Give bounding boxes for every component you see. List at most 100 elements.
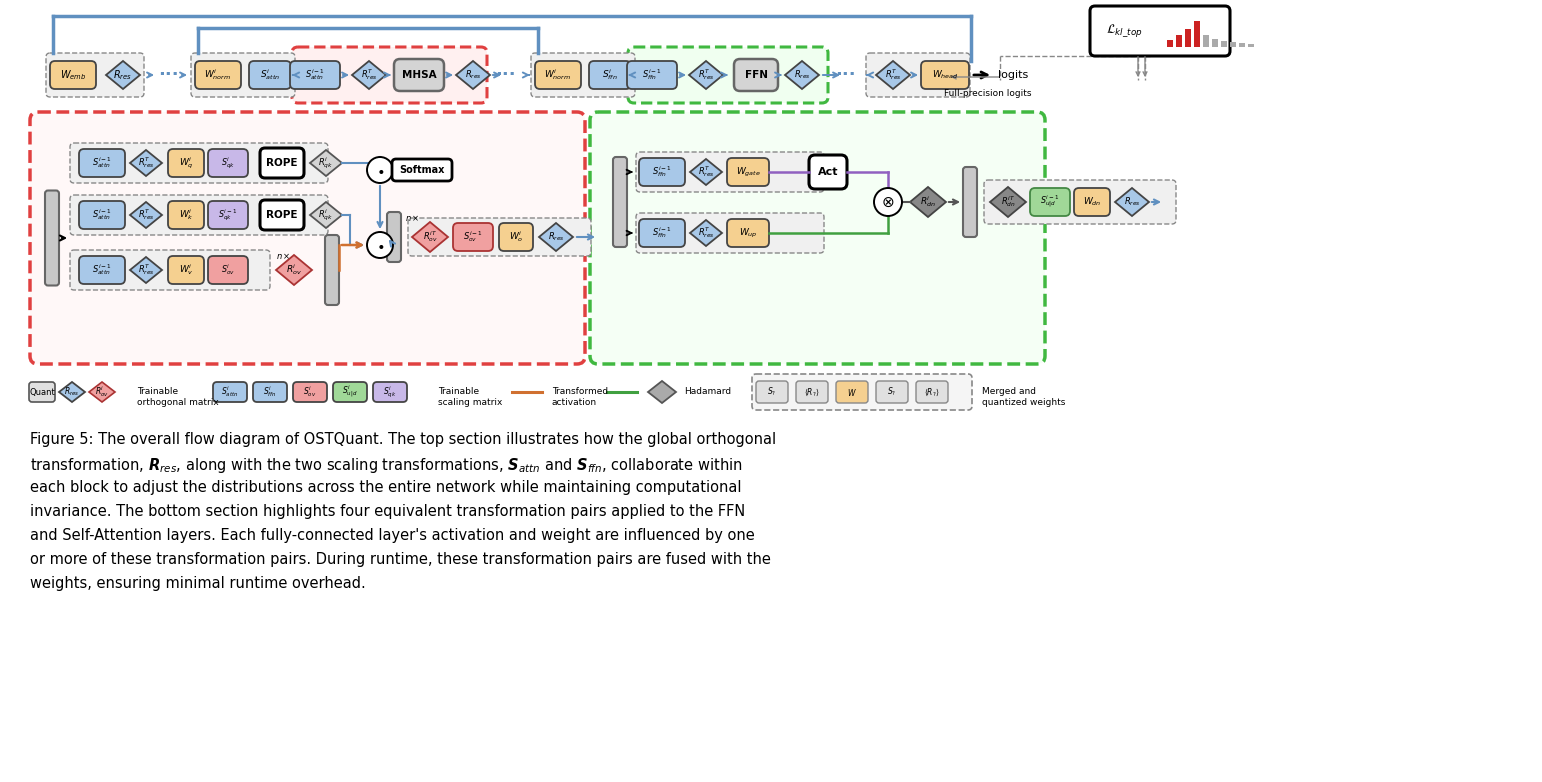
Text: $W^i_k$: $W^i_k$ bbox=[179, 207, 193, 222]
FancyBboxPatch shape bbox=[191, 53, 295, 97]
FancyBboxPatch shape bbox=[867, 53, 970, 97]
Text: $\bullet$: $\bullet$ bbox=[376, 163, 384, 177]
Text: weights, ensuring minimal runtime overhead.: weights, ensuring minimal runtime overhe… bbox=[29, 576, 365, 591]
Text: $\bullet$: $\bullet$ bbox=[376, 238, 384, 252]
Text: MHSA: MHSA bbox=[401, 70, 436, 80]
FancyBboxPatch shape bbox=[293, 382, 327, 402]
FancyBboxPatch shape bbox=[726, 158, 769, 186]
Text: ROPE: ROPE bbox=[267, 210, 298, 220]
Polygon shape bbox=[456, 61, 490, 89]
Bar bbox=[1203, 35, 1209, 47]
FancyBboxPatch shape bbox=[392, 159, 452, 181]
Text: $R^T_{res}$: $R^T_{res}$ bbox=[361, 67, 378, 82]
Polygon shape bbox=[689, 220, 722, 246]
FancyBboxPatch shape bbox=[194, 61, 241, 89]
Polygon shape bbox=[59, 382, 85, 402]
FancyBboxPatch shape bbox=[614, 157, 628, 247]
Text: Hadamard: Hadamard bbox=[685, 388, 731, 396]
FancyBboxPatch shape bbox=[69, 195, 328, 235]
FancyBboxPatch shape bbox=[79, 256, 125, 284]
Text: $R^i_{ov}$: $R^i_{ov}$ bbox=[285, 263, 302, 278]
FancyBboxPatch shape bbox=[261, 148, 304, 178]
Text: $R^{iT}_{ov}$: $R^{iT}_{ov}$ bbox=[423, 230, 438, 245]
Text: $R_{res}$: $R_{res}$ bbox=[464, 69, 481, 81]
FancyBboxPatch shape bbox=[1030, 188, 1070, 216]
Text: $R^T_{res}$: $R^T_{res}$ bbox=[697, 164, 714, 179]
Text: $W^i_v$: $W^i_v$ bbox=[179, 263, 193, 278]
Text: $R^T_{res}$: $R^T_{res}$ bbox=[697, 67, 714, 82]
Text: $W^i_{norm}$: $W^i_{norm}$ bbox=[205, 67, 231, 82]
Text: quantized weights: quantized weights bbox=[982, 398, 1066, 407]
FancyBboxPatch shape bbox=[253, 382, 287, 402]
Polygon shape bbox=[648, 381, 675, 403]
Text: $W_{up}$: $W_{up}$ bbox=[739, 227, 757, 239]
FancyBboxPatch shape bbox=[876, 381, 908, 403]
Bar bbox=[1194, 21, 1200, 47]
Polygon shape bbox=[689, 159, 722, 185]
Text: Trainable: Trainable bbox=[137, 387, 179, 396]
FancyBboxPatch shape bbox=[921, 61, 968, 89]
Polygon shape bbox=[785, 61, 819, 89]
FancyBboxPatch shape bbox=[69, 143, 328, 183]
Text: $S^i_{ffn}$: $S^i_{ffn}$ bbox=[601, 67, 618, 82]
FancyBboxPatch shape bbox=[79, 149, 125, 177]
Text: ···: ··· bbox=[157, 66, 179, 84]
Text: $R^i_{ov}$: $R^i_{ov}$ bbox=[96, 385, 109, 400]
Text: $R^i_{qk}$: $R^i_{qk}$ bbox=[319, 156, 333, 170]
FancyBboxPatch shape bbox=[796, 381, 828, 403]
FancyBboxPatch shape bbox=[638, 219, 685, 247]
FancyBboxPatch shape bbox=[208, 201, 248, 229]
FancyBboxPatch shape bbox=[45, 191, 59, 285]
FancyBboxPatch shape bbox=[79, 201, 125, 229]
Text: orthogonal matrix: orthogonal matrix bbox=[137, 398, 219, 407]
FancyBboxPatch shape bbox=[290, 61, 339, 89]
Bar bbox=[1229, 42, 1235, 47]
FancyBboxPatch shape bbox=[49, 61, 96, 89]
Polygon shape bbox=[276, 255, 311, 285]
Polygon shape bbox=[689, 61, 723, 89]
Circle shape bbox=[874, 188, 902, 216]
Polygon shape bbox=[130, 202, 162, 228]
FancyBboxPatch shape bbox=[333, 382, 367, 402]
Text: $W^i_q$: $W^i_q$ bbox=[179, 156, 193, 170]
FancyBboxPatch shape bbox=[638, 158, 685, 186]
Text: or more of these transformation pairs. During runtime, these transformation pair: or more of these transformation pairs. D… bbox=[29, 552, 771, 567]
Text: Quant: Quant bbox=[29, 388, 56, 396]
Text: Softmax: Softmax bbox=[399, 165, 444, 175]
Text: $W$: $W$ bbox=[847, 386, 857, 397]
FancyBboxPatch shape bbox=[916, 381, 948, 403]
Text: $R^T_{res}$: $R^T_{res}$ bbox=[697, 225, 714, 240]
Text: $W^i_o$: $W^i_o$ bbox=[509, 230, 523, 245]
Polygon shape bbox=[990, 187, 1025, 217]
Bar bbox=[1212, 39, 1218, 47]
Text: $R^{iT}_{dn}$: $R^{iT}_{dn}$ bbox=[1001, 195, 1016, 210]
Text: $W_{dn}$: $W_{dn}$ bbox=[1082, 196, 1101, 208]
Bar bbox=[1238, 43, 1244, 47]
Text: $S^{i-1}_{attn}$: $S^{i-1}_{attn}$ bbox=[93, 207, 113, 222]
Bar bbox=[1221, 41, 1226, 47]
FancyBboxPatch shape bbox=[756, 381, 788, 403]
FancyBboxPatch shape bbox=[29, 382, 56, 402]
Circle shape bbox=[367, 157, 393, 183]
Text: $S^{i-1}_{u|d}$: $S^{i-1}_{u|d}$ bbox=[1041, 194, 1059, 210]
Text: and Self-Attention layers. Each fully-connected layer's activation and weight ar: and Self-Attention layers. Each fully-co… bbox=[29, 528, 754, 543]
Text: Figure 5: The overall flow diagram of OSTQuant. The top section illustrates how : Figure 5: The overall flow diagram of OS… bbox=[29, 432, 776, 447]
FancyBboxPatch shape bbox=[726, 219, 769, 247]
Text: $\langle R_?\rangle$: $\langle R_?\rangle$ bbox=[805, 386, 820, 398]
FancyBboxPatch shape bbox=[69, 250, 270, 290]
Text: $S^{i-1}_{attn}$: $S^{i-1}_{attn}$ bbox=[305, 67, 325, 82]
Polygon shape bbox=[106, 61, 140, 89]
FancyBboxPatch shape bbox=[248, 61, 291, 89]
Text: $S_?$: $S_?$ bbox=[887, 386, 896, 398]
Text: ···: ··· bbox=[834, 66, 856, 84]
FancyBboxPatch shape bbox=[984, 180, 1177, 224]
Text: each block to adjust the distributions across the entire network while maintaini: each block to adjust the distributions a… bbox=[29, 480, 742, 495]
Text: $W_{head}$: $W_{head}$ bbox=[931, 69, 959, 81]
Text: $S^{i-1}_{ov}$: $S^{i-1}_{ov}$ bbox=[463, 230, 483, 245]
FancyBboxPatch shape bbox=[964, 167, 978, 237]
Text: FFN: FFN bbox=[745, 70, 768, 80]
Bar bbox=[1166, 40, 1172, 47]
FancyBboxPatch shape bbox=[373, 382, 407, 402]
Text: $S^i_{ov}$: $S^i_{ov}$ bbox=[304, 385, 316, 400]
FancyBboxPatch shape bbox=[208, 256, 248, 284]
